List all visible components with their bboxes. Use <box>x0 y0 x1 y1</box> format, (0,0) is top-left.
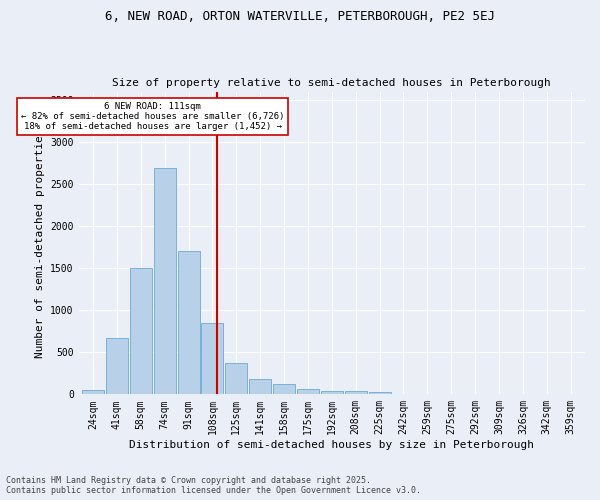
Text: 6, NEW ROAD, ORTON WATERVILLE, PETERBOROUGH, PE2 5EJ: 6, NEW ROAD, ORTON WATERVILLE, PETERBORO… <box>105 10 495 23</box>
Bar <box>249 379 271 394</box>
Y-axis label: Number of semi-detached properties: Number of semi-detached properties <box>35 128 45 358</box>
Bar <box>202 323 223 394</box>
Bar <box>321 390 343 394</box>
Bar <box>106 338 128 394</box>
Bar <box>154 168 176 394</box>
Title: Size of property relative to semi-detached houses in Peterborough: Size of property relative to semi-detach… <box>112 78 551 88</box>
Bar <box>226 363 247 394</box>
Text: 6 NEW ROAD: 111sqm
← 82% of semi-detached houses are smaller (6,726)
18% of semi: 6 NEW ROAD: 111sqm ← 82% of semi-detache… <box>21 102 284 132</box>
Bar <box>178 252 200 394</box>
Bar <box>297 389 319 394</box>
Text: Contains HM Land Registry data © Crown copyright and database right 2025.
Contai: Contains HM Land Registry data © Crown c… <box>6 476 421 495</box>
X-axis label: Distribution of semi-detached houses by size in Peterborough: Distribution of semi-detached houses by … <box>130 440 535 450</box>
Bar <box>368 392 391 394</box>
Bar <box>130 268 152 394</box>
Bar <box>345 392 367 394</box>
Bar <box>273 384 295 394</box>
Bar <box>82 390 104 394</box>
